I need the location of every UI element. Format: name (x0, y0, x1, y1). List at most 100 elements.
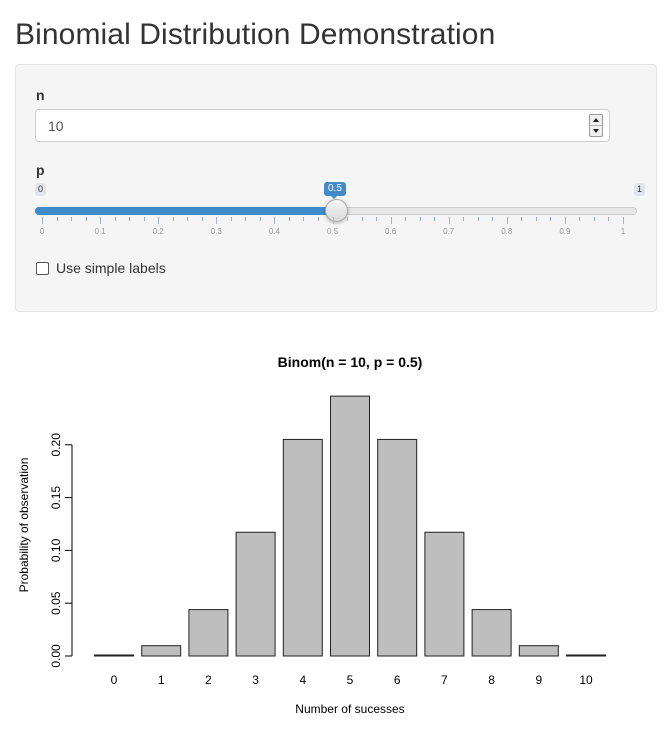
slider-tick-label: 0.5 (326, 227, 339, 236)
slider-tick-label: 0.1 (94, 227, 106, 236)
x-tick-label: 0 (111, 673, 118, 687)
slider-minor-tick (608, 217, 610, 221)
x-tick-label: 2 (205, 673, 212, 687)
slider-minor-tick (143, 217, 145, 221)
slider-minor-tick (419, 217, 421, 221)
n-label: n (36, 87, 45, 103)
slider-minor-tick (434, 217, 436, 221)
slider-minor-tick (405, 217, 407, 221)
x-axis-label: Number of sucesses (295, 702, 404, 716)
y-tick-label: 0.15 (49, 486, 63, 510)
slider-minor-tick (245, 217, 247, 221)
slider-minor-tick (463, 217, 465, 221)
slider-minor-tick (303, 217, 305, 221)
slider-minor-tick (129, 217, 131, 221)
n-spinner[interactable] (589, 114, 603, 137)
slider-major-tick (216, 217, 218, 224)
slider-tick-label: 0.9 (559, 227, 571, 236)
x-tick-label: 10 (579, 673, 593, 687)
slider-tick-label: 0.3 (210, 227, 222, 236)
bar-4 (282, 438, 323, 657)
bar-9 (518, 645, 559, 657)
n-input[interactable]: 10 (35, 109, 610, 142)
page-title: Binomial Distribution Demonstration (15, 18, 496, 51)
slider-tick-label: 0.2 (152, 227, 164, 236)
x-tick-label: 6 (394, 673, 401, 687)
slider-major-tick (42, 217, 43, 224)
p-slider[interactable]: 0 1 0.5 0 0.1 0.2 0.3 0.4 0.5 0.6 0.7 0.8 0.9 1 (35, 180, 645, 240)
slider-max-label: 1 (633, 183, 645, 196)
sidebar-panel: n 10 p 0 1 0.5 0 0.1 0.2 0.3 0.4 0.5 0.6 0.7 0.8… (15, 64, 657, 312)
simple-labels-checkbox[interactable] (36, 262, 49, 275)
slider-handle[interactable] (325, 199, 348, 222)
x-tick-label: 8 (488, 673, 495, 687)
x-tick-label: 9 (535, 673, 542, 687)
x-tick-label: 5 (347, 673, 354, 687)
slider-value-badge: 0.5 (324, 182, 346, 199)
slider-minor-tick (172, 217, 174, 221)
slider-minor-tick (288, 217, 290, 221)
slider-minor-tick (259, 217, 261, 221)
slider-minor-tick (114, 217, 116, 221)
bar-6 (377, 438, 418, 657)
slider-minor-tick (477, 217, 479, 221)
slider-minor-tick (376, 217, 378, 221)
bar-3 (235, 531, 276, 657)
slider-major-tick (158, 217, 160, 224)
slider-tick-label: 0.4 (268, 227, 280, 236)
p-label: p (36, 162, 45, 178)
slider-tick-label: 0 (39, 227, 45, 236)
n-input-value[interactable]: 10 (48, 118, 64, 134)
bar-0 (94, 654, 134, 657)
slider-minor-tick (85, 217, 87, 221)
bar-2 (188, 609, 229, 657)
chart-title: Binom(n = 10, p = 0.5) (278, 354, 423, 370)
simple-labels-label[interactable]: Use simple labels (56, 260, 166, 276)
slider-minor-tick (579, 217, 581, 221)
slider-minor-tick (550, 217, 552, 221)
slider-major-tick (274, 217, 276, 224)
slider-major-tick (623, 217, 624, 224)
slider-minor-tick (317, 217, 319, 221)
y-tick-label: 0.20 (49, 433, 63, 457)
slider-min-label: 0 (35, 183, 47, 196)
slider-minor-tick (521, 217, 523, 221)
bar-7 (424, 531, 465, 657)
slider-minor-tick (56, 217, 58, 221)
slider-minor-tick (230, 217, 232, 221)
slider-minor-tick (593, 217, 595, 221)
slider-minor-tick (361, 217, 363, 221)
bar-5 (330, 395, 370, 657)
bar-1 (141, 645, 182, 657)
y-axis-label: Probability of observation (17, 458, 31, 593)
slider-minor-tick (201, 217, 203, 221)
slider-tick-label: 1 (620, 227, 626, 236)
slider-track-fill (35, 207, 337, 215)
bar-10 (566, 654, 606, 657)
slider-major-tick (332, 217, 334, 224)
slider-minor-tick (535, 217, 537, 221)
y-tick-label: 0.00 (49, 644, 63, 668)
slider-major-tick (564, 217, 566, 224)
increment-arrow-icon[interactable] (590, 115, 602, 126)
slider-major-tick (506, 217, 508, 224)
decrement-arrow-icon[interactable] (590, 126, 602, 136)
slider-minor-tick (347, 217, 349, 221)
bar-8 (471, 609, 512, 657)
bar-chart: Binom(n = 10, p = 0.5) 0 1 2 3 4 5 6 7 8 9 10 0.00 0.… (17, 354, 606, 716)
x-tick-label: 7 (441, 673, 448, 687)
x-tick-label: 1 (158, 673, 165, 687)
slider-major-tick (390, 217, 392, 224)
slider-tick-label: 0.6 (385, 227, 397, 236)
y-tick-label: 0.05 (49, 591, 63, 615)
slider-minor-tick (71, 217, 73, 221)
slider-major-tick (448, 217, 450, 224)
slider-tick-label: 0.8 (501, 227, 513, 236)
slider-minor-tick (187, 217, 189, 221)
slider-tick-label: 0.7 (443, 227, 455, 236)
x-tick-label: 4 (299, 673, 306, 687)
binomial-plot: Binom(n = 10, p = 0.5) 0 1 2 3 4 5 6 7 8 9 10 0.00 0.… (0, 330, 672, 732)
x-tick-label: 3 (252, 673, 259, 687)
slider-major-tick (100, 217, 102, 224)
slider-minor-tick (492, 217, 494, 221)
